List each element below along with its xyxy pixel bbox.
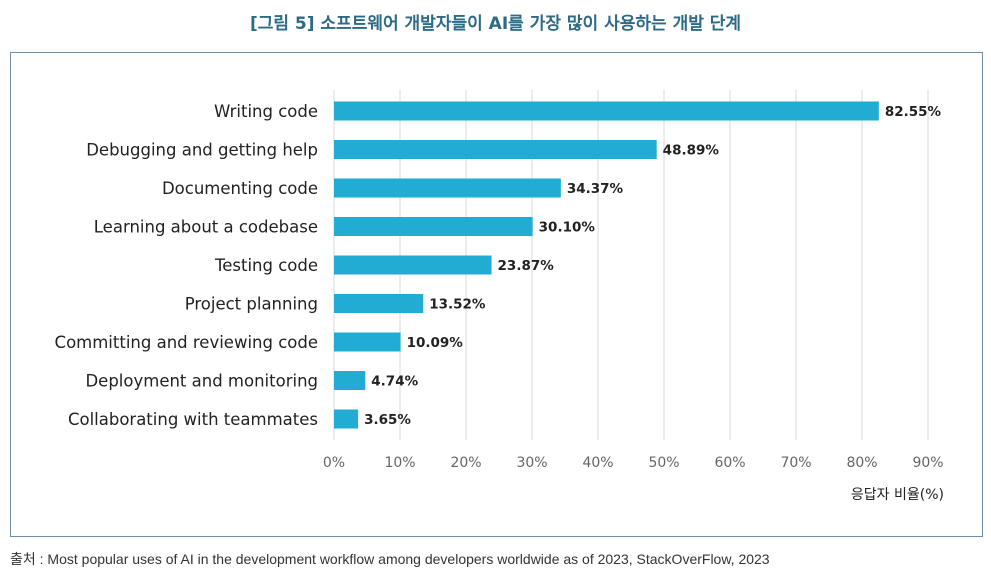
category-label: Deployment and monitoring [85,372,318,391]
bar [334,140,657,159]
value-label: 13.52% [429,297,486,313]
figure-title: [그림 5] 소프트웨어 개발자들이 AI를 가장 많이 사용하는 개발 단계 [249,14,742,34]
value-label: 30.10% [539,220,596,236]
x-tick-label: 50% [648,455,679,471]
value-label: 3.65% [364,412,411,428]
bar [334,217,533,236]
category-label: Writing code [214,102,318,121]
bar [334,178,561,198]
value-label: 23.87% [498,258,555,274]
category-label: Collaborating with teammates [68,410,318,429]
x-tick-label: 80% [846,455,877,471]
category-label: Testing code [214,256,318,275]
category-label: Learning about a codebase [94,218,318,237]
x-tick-label: 60% [714,455,745,471]
x-tick-label: 10% [384,455,415,471]
x-tick-label: 20% [450,455,481,471]
bar [334,409,359,429]
category-label: Committing and reviewing code [55,333,318,352]
value-label: 34.37% [567,181,624,197]
x-tick-label: 90% [912,455,943,471]
value-label: 82.55% [885,104,942,120]
category-label: Debugging and getting help [86,141,318,160]
bar [334,332,401,352]
value-label: 10.09% [407,335,464,351]
bar [334,371,366,390]
value-label: 4.74% [371,374,418,390]
chart-frame [10,52,983,537]
source-note: 출처 : Most popular uses of AI in the deve… [10,551,770,567]
x-tick-label: 0% [323,455,345,471]
x-axis-label: 응답자 비율(%) [851,487,944,503]
category-label: Project planning [185,295,318,314]
x-tick-label: 30% [516,455,547,471]
category-label: Documenting code [162,179,318,198]
bar [334,101,879,121]
value-label: 48.89% [663,143,720,159]
bar [334,255,492,275]
x-tick-label: 70% [780,455,811,471]
x-tick-label: 40% [582,455,613,471]
bar [334,294,424,313]
